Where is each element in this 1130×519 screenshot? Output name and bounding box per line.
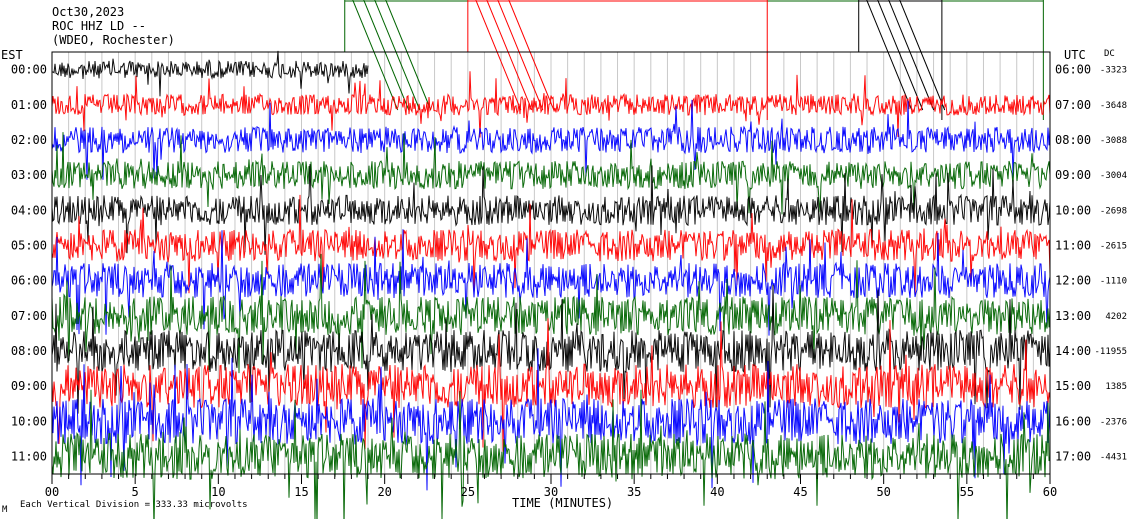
marker-slope-0-3 xyxy=(385,0,432,111)
marker-slope-2-2 xyxy=(888,0,935,111)
est-label-5: 05:00 xyxy=(11,238,47,252)
dc-label-6: -1110 xyxy=(1100,277,1127,287)
utc-label-0: 06:00 xyxy=(1055,63,1091,77)
x-tick-label-10: 10 xyxy=(211,485,225,499)
est-label-2: 02:00 xyxy=(11,133,47,147)
est-label-1: 01:00 xyxy=(11,98,47,112)
dc-label-9: 1385 xyxy=(1105,382,1127,392)
x-tick-label-20: 20 xyxy=(377,485,391,499)
est-label-4: 04:00 xyxy=(11,203,47,217)
x-tick-label-25: 25 xyxy=(461,485,475,499)
trace-row-0400 xyxy=(51,164,1051,255)
x-tick-label-5: 5 xyxy=(132,485,139,499)
marker-slope-2-3 xyxy=(899,0,946,111)
utc-label-9: 15:00 xyxy=(1055,379,1091,393)
scale-note: Each Vertical Division = 333.33 microvol… xyxy=(20,500,248,510)
est-label-0: 00:00 xyxy=(11,63,47,77)
marker-slope-1-0 xyxy=(475,0,522,111)
x-tick-label-60: 60 xyxy=(1043,485,1057,499)
x-tick-label-30: 30 xyxy=(544,485,558,499)
dc-label-1: -3648 xyxy=(1100,101,1127,111)
utc-label-5: 11:00 xyxy=(1055,238,1091,252)
dc-header: DC xyxy=(1104,49,1115,59)
utc-label-6: 12:00 xyxy=(1055,274,1091,288)
trace-row-0200 xyxy=(51,99,1051,180)
trace-row-0000 xyxy=(51,50,369,97)
dc-label-8: -11955 xyxy=(1094,347,1127,357)
x-tick-label-15: 15 xyxy=(294,485,308,499)
est-label-7: 07:00 xyxy=(11,309,47,323)
row-labels: 00:00 06:00 -3323 01:00 07:00 -3648 02:00 08:00… xyxy=(11,63,1127,464)
dc-label-10: -2376 xyxy=(1100,417,1127,427)
est-label-10: 10:00 xyxy=(11,414,47,428)
utc-label-11: 17:00 xyxy=(1055,449,1091,463)
x-tick-label-55: 55 xyxy=(960,485,974,499)
dc-label-11: -4431 xyxy=(1100,452,1127,462)
dc-label-3: -3004 xyxy=(1100,171,1127,181)
dc-label-5: -2615 xyxy=(1100,241,1127,251)
dc-label-2: -3088 xyxy=(1100,136,1127,146)
dc-label-0: -3323 xyxy=(1100,66,1127,76)
utc-label-8: 14:00 xyxy=(1055,344,1091,358)
x-ticks: 00 5 10 15 20 25 30 35 40 45 50 55 60 xyxy=(45,474,1057,499)
header-date: Oct30,2023 xyxy=(52,5,125,19)
marker-slope-0-2 xyxy=(374,0,421,111)
x-tick-label-50: 50 xyxy=(876,485,890,499)
x-tick-label-35: 35 xyxy=(627,485,641,499)
est-label-3: 03:00 xyxy=(11,168,47,182)
trace-row-0100 xyxy=(51,71,1051,138)
x-tick-label-40: 40 xyxy=(710,485,724,499)
right-axis-title: UTC xyxy=(1064,48,1086,62)
time-markers xyxy=(344,0,1044,120)
header-station: ROC HHZ LD -- xyxy=(52,19,146,33)
dc-label-4: -2698 xyxy=(1100,206,1127,216)
trace-row-1100 xyxy=(51,389,1051,519)
x-axis-title: TIME (MINUTES) xyxy=(512,496,614,510)
est-label-6: 06:00 xyxy=(11,274,47,288)
trace-row-0900 xyxy=(51,318,1051,452)
est-label-11: 11:00 xyxy=(11,449,47,463)
marker-slope-1-1 xyxy=(486,0,533,111)
x-tick-label-0: 00 xyxy=(45,485,59,499)
left-axis-title: EST xyxy=(1,48,23,62)
est-label-9: 09:00 xyxy=(11,379,47,393)
utc-label-7: 13:00 xyxy=(1055,309,1091,323)
header-location: (WDEO, Rochester) xyxy=(52,33,175,47)
est-label-8: 08:00 xyxy=(11,344,47,358)
trace-row-0300 xyxy=(51,132,1051,215)
marker-slope-2-1 xyxy=(877,0,924,111)
utc-label-2: 08:00 xyxy=(1055,133,1091,147)
marker-slope-0-1 xyxy=(363,0,410,111)
marker-slope-1-3 xyxy=(508,0,555,111)
trace-row-0700 xyxy=(51,253,1051,374)
marker-slope-1-2 xyxy=(497,0,544,111)
utc-label-4: 10:00 xyxy=(1055,203,1091,217)
seismic-traces xyxy=(51,50,1051,519)
utc-label-10: 16:00 xyxy=(1055,414,1091,428)
marker-slope-2-0 xyxy=(866,0,913,111)
trace-row-1000 xyxy=(51,348,1051,491)
trace-row-0600 xyxy=(51,229,1051,336)
trace-row-0800 xyxy=(51,284,1051,414)
marker-slope-0-0 xyxy=(352,0,399,111)
corner-mark: M xyxy=(2,505,8,515)
utc-label-1: 07:00 xyxy=(1055,98,1091,112)
dc-label-7: 4202 xyxy=(1105,312,1127,322)
x-tick-label-45: 45 xyxy=(793,485,807,499)
utc-label-3: 09:00 xyxy=(1055,168,1091,182)
